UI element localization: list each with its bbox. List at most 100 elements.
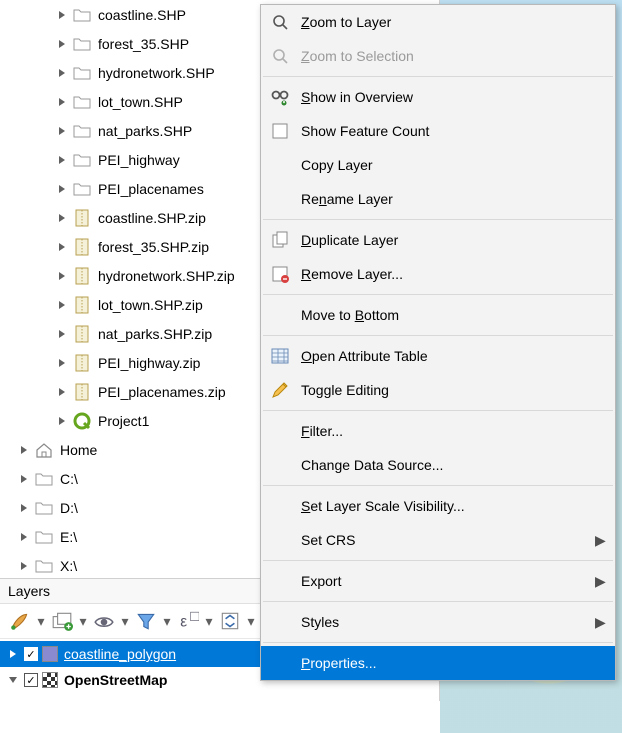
menu-item-label: Set Layer Scale Visibility...	[301, 498, 605, 514]
expand-arrow-icon[interactable]	[56, 38, 68, 50]
expand-arrow-icon[interactable]	[56, 386, 68, 398]
menu-item[interactable]: Show Feature Count	[261, 114, 615, 148]
pencil-icon	[267, 379, 293, 401]
expand-arrow-icon[interactable]	[56, 183, 68, 195]
menu-item[interactable]: Show in Overview	[261, 80, 615, 114]
menu-item-label: Duplicate Layer	[301, 232, 605, 248]
zip-icon	[72, 324, 92, 344]
filter-button[interactable]	[132, 608, 160, 634]
folder-icon	[72, 121, 92, 141]
menu-item-label: Styles	[301, 614, 595, 630]
menu-item[interactable]: Change Data Source...	[261, 448, 615, 482]
visibility-button[interactable]	[90, 608, 118, 634]
menu-item-label: Zoom to Selection	[301, 48, 605, 64]
browser-item-label: coastline.SHP	[98, 7, 186, 23]
expand-arrow-icon[interactable]	[56, 241, 68, 253]
browser-item-label: hydronetwork.SHP.zip	[98, 268, 235, 284]
menu-item[interactable]: Toggle Editing	[261, 373, 615, 407]
dropdown-arrow-icon[interactable]: ▾	[36, 613, 46, 630]
folder-icon	[34, 469, 54, 489]
menu-item[interactable]: Rename Layer	[261, 182, 615, 216]
browser-item-label: PEI_highway.zip	[98, 355, 200, 371]
expand-arrow-icon[interactable]	[18, 444, 30, 456]
submenu-arrow-icon: ▶	[595, 573, 605, 590]
menu-item-label: Change Data Source...	[301, 457, 605, 473]
expand-arrow-icon[interactable]	[56, 154, 68, 166]
expand-arrow-icon[interactable]	[56, 96, 68, 108]
folder-icon	[72, 5, 92, 25]
menu-separator	[263, 294, 613, 295]
dropdown-arrow-icon[interactable]: ▾	[162, 613, 172, 630]
submenu-arrow-icon: ▶	[595, 532, 605, 549]
checkbox-icon	[267, 120, 293, 142]
expand-arrow-icon[interactable]	[56, 328, 68, 340]
dropdown-arrow-icon[interactable]: ▾	[78, 613, 88, 630]
add-group-button[interactable]	[48, 608, 76, 634]
menu-item-label: Show in Overview	[301, 89, 605, 105]
folder-icon	[72, 63, 92, 83]
expand-arrow-icon[interactable]	[18, 531, 30, 543]
blank-icon	[267, 304, 293, 326]
menu-item[interactable]: Styles▶	[261, 605, 615, 639]
menu-item[interactable]: Move to Bottom	[261, 298, 615, 332]
menu-item[interactable]: Export▶	[261, 564, 615, 598]
menu-item-label: Show Feature Count	[301, 123, 605, 139]
menu-item[interactable]: Zoom to Layer	[261, 5, 615, 39]
menu-item-label: Rename Layer	[301, 191, 605, 207]
expand-arrow-icon[interactable]	[56, 270, 68, 282]
expand-arrow-icon[interactable]	[56, 415, 68, 427]
menu-item[interactable]: Set CRS▶	[261, 523, 615, 557]
menu-separator	[263, 642, 613, 643]
menu-separator	[263, 335, 613, 336]
browser-item-label: E:\	[60, 529, 77, 545]
expand-arrow-icon[interactable]	[56, 212, 68, 224]
folder-icon	[34, 527, 54, 547]
browser-item-label: PEI_placenames.zip	[98, 384, 226, 400]
expand-arrow-icon[interactable]	[18, 502, 30, 514]
home-icon	[34, 440, 54, 460]
layer-visibility-checkbox[interactable]: ✓	[24, 673, 38, 687]
menu-item[interactable]: Filter...	[261, 414, 615, 448]
expand-arrow-icon[interactable]	[56, 299, 68, 311]
remove-icon	[267, 263, 293, 285]
svg-text:ε: ε	[180, 614, 187, 631]
expand-arrow-icon[interactable]	[56, 357, 68, 369]
blank-icon	[267, 420, 293, 442]
menu-item-label: Copy Layer	[301, 157, 605, 173]
blank-icon	[267, 570, 293, 592]
menu-item[interactable]: Open Attribute Table	[261, 339, 615, 373]
expand-arrow-icon[interactable]	[6, 647, 20, 661]
menu-item[interactable]: Copy Layer	[261, 148, 615, 182]
browser-item-label: PEI_placenames	[98, 181, 204, 197]
browser-item-label: nat_parks.SHP.zip	[98, 326, 212, 342]
dropdown-arrow-icon[interactable]: ▾	[204, 613, 214, 630]
menu-item[interactable]: Properties...	[261, 646, 615, 680]
style-brush-button[interactable]	[6, 608, 34, 634]
expand-arrow-icon[interactable]	[18, 560, 30, 572]
expand-arrow-icon[interactable]	[6, 673, 20, 687]
overview-icon	[267, 86, 293, 108]
expand-arrow-icon[interactable]	[56, 9, 68, 21]
menu-item[interactable]: Set Layer Scale Visibility...	[261, 489, 615, 523]
expand-arrow-icon[interactable]	[56, 67, 68, 79]
menu-item[interactable]: Remove Layer...	[261, 257, 615, 291]
table-icon	[267, 345, 293, 367]
blank-icon	[267, 454, 293, 476]
expand-arrow-icon[interactable]	[18, 473, 30, 485]
dropdown-arrow-icon[interactable]: ▾	[246, 613, 256, 630]
layer-context-menu[interactable]: Zoom to Layer Zoom to Selection Show in Ov…	[260, 4, 616, 681]
browser-item-label: PEI_highway	[98, 152, 180, 168]
collapse-expand-button[interactable]	[216, 608, 244, 634]
zip-icon	[72, 295, 92, 315]
menu-item[interactable]: Duplicate Layer	[261, 223, 615, 257]
folder-icon	[34, 556, 54, 576]
dropdown-arrow-icon[interactable]: ▾	[120, 613, 130, 630]
zip-icon	[72, 353, 92, 373]
menu-item-label: Zoom to Layer	[301, 14, 605, 30]
browser-item-label: X:\	[60, 558, 77, 574]
layer-visibility-checkbox[interactable]: ✓	[24, 647, 38, 661]
expression-button[interactable]: ε□	[174, 608, 202, 634]
blank-icon	[267, 529, 293, 551]
expand-arrow-icon[interactable]	[56, 125, 68, 137]
layer-name-label: OpenStreetMap	[64, 672, 167, 688]
